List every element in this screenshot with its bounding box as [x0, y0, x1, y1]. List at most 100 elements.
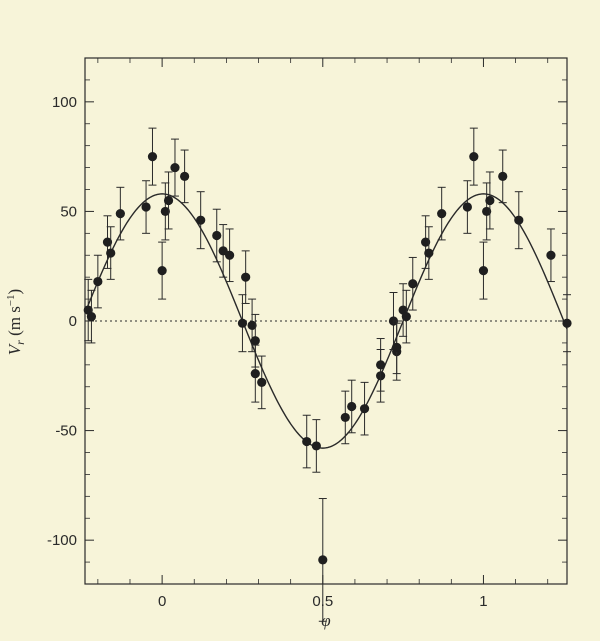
- data-marker: [514, 215, 524, 225]
- data-point: [257, 355, 267, 410]
- data-marker: [392, 342, 402, 352]
- data-marker: [478, 265, 489, 276]
- data-point: [408, 256, 418, 311]
- data-marker: [106, 248, 116, 258]
- data-point: [86, 289, 97, 344]
- data-marker: [86, 312, 97, 322]
- x-axis-label: φ: [321, 611, 330, 630]
- data-point: [359, 381, 370, 436]
- data-marker: [218, 246, 228, 256]
- data-point: [546, 228, 556, 283]
- data-point: [170, 138, 180, 197]
- data-marker: [311, 441, 321, 451]
- data-marker: [318, 555, 328, 565]
- data-marker: [102, 237, 113, 247]
- data-point: [311, 419, 321, 473]
- data-marker: [147, 152, 158, 162]
- data-marker: [437, 209, 447, 219]
- data-marker: [498, 171, 508, 181]
- data-point: [102, 215, 113, 269]
- data-marker: [212, 230, 222, 241]
- data-point: [318, 498, 328, 622]
- data-marker: [247, 320, 257, 330]
- data-point: [340, 390, 350, 445]
- y-axis-label-unit: (m s: [5, 306, 24, 340]
- data-marker: [562, 318, 572, 328]
- data-marker: [546, 250, 556, 260]
- data-marker: [241, 272, 251, 282]
- data-point: [241, 250, 251, 304]
- data-marker: [408, 279, 418, 289]
- data-marker: [469, 152, 479, 162]
- data-marker: [376, 360, 386, 370]
- data-point: [376, 338, 386, 392]
- data-marker: [163, 195, 174, 206]
- data-point: [498, 149, 508, 204]
- data-marker: [93, 276, 103, 287]
- y-axis-label-sub: r: [13, 340, 27, 345]
- data-point: [250, 344, 260, 403]
- data-point: [163, 171, 174, 230]
- data-point: [93, 254, 103, 309]
- data-marker: [359, 404, 370, 414]
- data-marker: [401, 312, 411, 322]
- y-tick-label: -100: [47, 532, 77, 549]
- data-point: [247, 298, 257, 353]
- y-axis-label-main: V: [5, 342, 24, 355]
- data-point: [469, 127, 479, 186]
- data-point: [421, 215, 431, 269]
- data-marker: [157, 265, 167, 276]
- data-marker: [340, 412, 350, 423]
- data-point: [302, 414, 312, 469]
- data-marker: [237, 318, 248, 328]
- data-marker: [424, 248, 434, 258]
- data-point: [237, 294, 248, 353]
- data-point: [424, 226, 434, 280]
- data-point: [392, 320, 402, 375]
- x-tick-label: 1: [479, 593, 487, 610]
- data-point: [196, 191, 206, 250]
- y-axis-label-unit-sup: −1: [5, 294, 17, 306]
- data-point: [462, 180, 472, 234]
- data-point: [160, 182, 170, 241]
- y-tick-label: -50: [55, 423, 77, 440]
- data-marker: [421, 237, 431, 247]
- data-point: [514, 191, 524, 250]
- data-point: [83, 278, 93, 342]
- y-axis-label-unit-close: ): [5, 289, 24, 295]
- data-marker: [257, 377, 267, 387]
- data-marker: [302, 436, 312, 447]
- data-marker: [196, 215, 206, 225]
- data-marker: [180, 171, 190, 181]
- x-tick-label: 0: [158, 593, 166, 610]
- data-marker: [225, 250, 235, 260]
- data-points: [83, 127, 572, 622]
- data-point: [212, 208, 222, 263]
- data-point: [225, 228, 235, 283]
- data-point: [157, 241, 167, 300]
- data-point: [478, 241, 489, 300]
- data-point: [437, 186, 447, 241]
- y-axis-label: Vr (m s−1): [5, 289, 27, 355]
- data-marker: [170, 162, 180, 173]
- data-point: [485, 171, 495, 230]
- data-point: [562, 294, 572, 353]
- data-point: [401, 289, 411, 344]
- data-marker: [347, 401, 357, 412]
- data-point: [141, 180, 151, 234]
- data-point: [347, 379, 357, 434]
- data-point: [180, 149, 190, 204]
- data-marker: [250, 369, 260, 379]
- data-marker: [160, 206, 170, 217]
- y-tick-label: 100: [52, 94, 77, 111]
- data-marker: [482, 206, 492, 217]
- data-point: [115, 186, 125, 241]
- y-tick-label: 0: [69, 313, 77, 330]
- data-point: [482, 182, 492, 241]
- y-tick-label: 50: [60, 203, 77, 220]
- data-marker: [141, 202, 151, 212]
- data-point: [147, 127, 158, 186]
- data-point: [106, 226, 116, 280]
